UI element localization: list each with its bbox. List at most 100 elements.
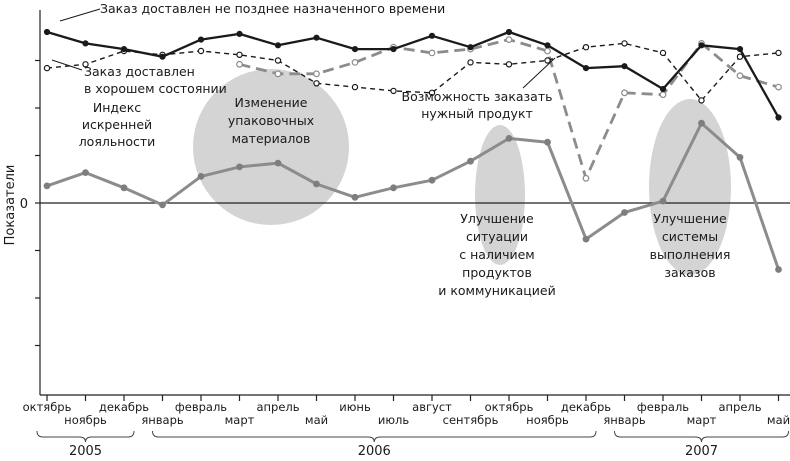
data-point	[736, 154, 744, 161]
data-point	[582, 174, 590, 182]
annotation: Изменение упаковочных материалов	[228, 95, 314, 146]
data-point	[43, 64, 51, 72]
series-layer	[43, 28, 782, 273]
year-bracket	[152, 430, 597, 443]
data-point	[544, 42, 551, 49]
annotations: Изменение упаковочных материалов Улучшение с…	[228, 95, 731, 298]
data-point	[621, 63, 628, 70]
data-point	[82, 169, 89, 177]
data-point	[505, 135, 513, 142]
year-bracket	[36, 430, 135, 443]
data-point	[775, 114, 782, 121]
data-point	[43, 182, 51, 190]
data-point	[82, 40, 89, 47]
data-point	[467, 44, 474, 51]
label-pointer	[51, 59, 83, 71]
data-point	[313, 34, 320, 41]
data-point	[236, 30, 243, 38]
data-point	[236, 60, 243, 68]
data-point	[274, 57, 282, 64]
series-3	[43, 119, 782, 273]
year-label: 2005	[69, 444, 102, 459]
x-tick-label: октябрь	[23, 400, 72, 414]
data-point	[698, 119, 705, 127]
x-ticks	[46, 395, 780, 401]
data-point	[351, 59, 359, 66]
x-tick-label: октябрь	[485, 400, 534, 414]
data-point	[428, 176, 436, 184]
data-point	[505, 61, 513, 68]
x-tick-label: ноябрь	[64, 413, 107, 427]
x-tick-label: январь	[141, 413, 184, 427]
y-ticks	[35, 59, 40, 347]
series-line	[46, 42, 779, 102]
x-tick-label: сентябрь	[443, 413, 499, 427]
highlight-packaging	[193, 69, 349, 225]
data-point	[544, 47, 551, 55]
year-brackets: 2005 2006 2007	[36, 430, 789, 459]
data-point	[544, 57, 551, 64]
data-point	[313, 180, 320, 188]
data-point	[582, 235, 590, 243]
data-point	[775, 83, 782, 91]
x-tick-label: июнь	[339, 400, 371, 414]
series-label: Возможность заказать нужный продукт	[402, 89, 553, 121]
data-point	[736, 46, 744, 53]
data-point	[390, 184, 397, 192]
y-axis-label: Показатели	[3, 165, 18, 246]
data-point	[313, 70, 320, 78]
x-tick-label: март	[225, 413, 255, 427]
series-label: Заказ доставлен в хорошем состоянии	[84, 64, 227, 96]
data-point	[159, 53, 166, 60]
data-point	[274, 70, 282, 78]
data-point	[43, 28, 51, 36]
year-label: 2007	[685, 444, 718, 459]
data-point	[197, 47, 205, 55]
data-point	[351, 193, 359, 201]
year-bracket	[614, 430, 789, 443]
data-point	[659, 85, 667, 93]
data-point	[544, 138, 551, 146]
x-tick-label: август	[412, 400, 452, 414]
x-tick-label: май	[767, 413, 790, 427]
y-zero-label: 0	[20, 197, 28, 212]
annotation: Улучшение ситуации с наличием продуктов и ко…	[438, 211, 556, 298]
data-point	[197, 173, 205, 180]
highlight-products	[475, 125, 525, 265]
x-tick-label: май	[305, 413, 328, 427]
x-tick-label: январь	[603, 413, 646, 427]
highlight-regions	[193, 69, 731, 275]
data-point	[428, 49, 436, 57]
data-point	[351, 46, 359, 53]
annotation: Улучшение системы выполнения заказов	[650, 211, 731, 280]
data-point	[274, 42, 282, 49]
data-point	[313, 80, 320, 87]
data-point	[390, 87, 397, 95]
data-point	[505, 28, 513, 36]
data-point	[159, 201, 166, 209]
data-point	[775, 266, 782, 273]
data-point	[428, 32, 436, 39]
data-point	[659, 49, 667, 57]
series-label: Заказ доставлен не позднее назначенного …	[100, 1, 445, 16]
data-point	[698, 42, 705, 49]
data-point	[236, 163, 243, 171]
data-point	[274, 159, 282, 167]
x-tick-label: июль	[378, 413, 410, 427]
data-point	[659, 91, 667, 99]
series-line	[46, 121, 780, 270]
label-pointer	[59, 8, 101, 22]
data-point	[582, 65, 590, 72]
x-tick-label: февраль	[637, 400, 689, 414]
series-labels: Заказ доставлен не позднее назначенного …	[51, 1, 556, 149]
data-point	[505, 36, 513, 43]
data-point	[582, 44, 590, 51]
series-0	[43, 28, 782, 121]
data-point	[621, 89, 628, 97]
data-point	[621, 209, 628, 216]
data-point	[236, 51, 243, 59]
year-label: 2006	[358, 444, 391, 459]
data-point	[197, 36, 205, 43]
data-point	[120, 184, 128, 192]
